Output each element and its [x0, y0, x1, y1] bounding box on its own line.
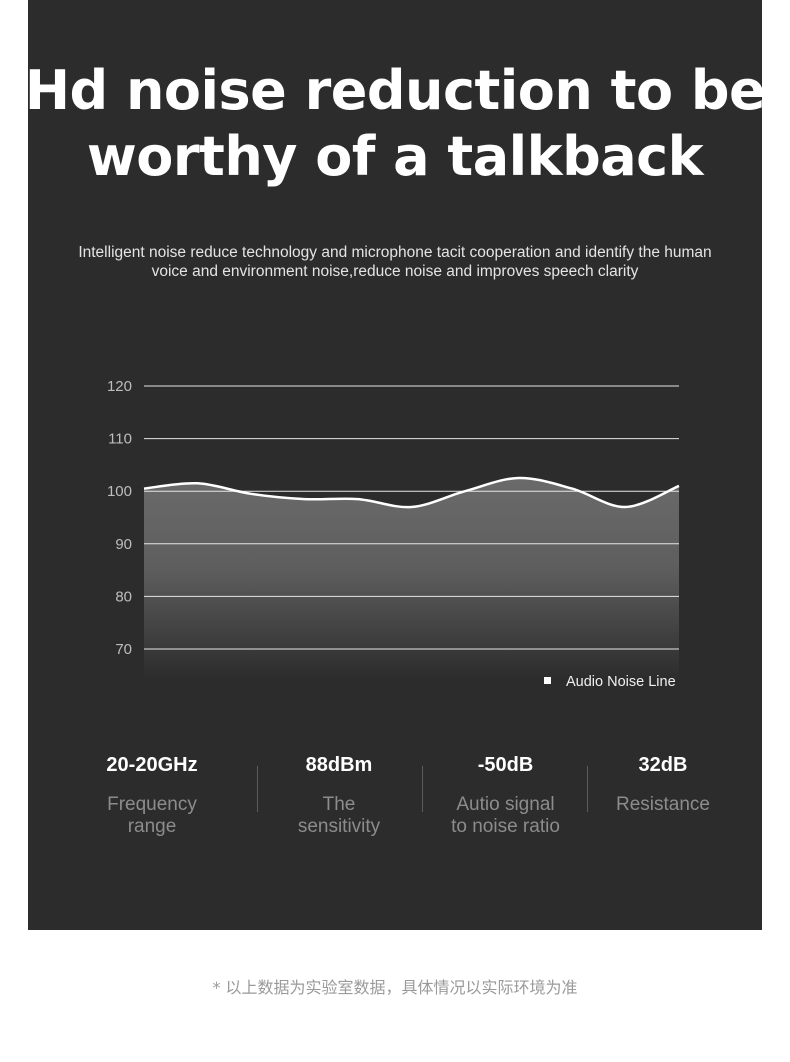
headline-line-1: Hd noise reduction to be — [24, 59, 766, 122]
y-tick-label: 110 — [108, 431, 132, 448]
spec-divider — [257, 766, 258, 812]
spec-value: 88dBm — [305, 754, 373, 776]
spec-label: Autio signal to noise ratio — [451, 794, 560, 837]
y-tick-label: 120 — [107, 378, 132, 395]
spec-frequency: 20-20GHz Frequency range — [72, 752, 232, 838]
spec-label: Resistance — [616, 794, 710, 815]
spec-label: The sensitivity — [297, 794, 381, 837]
spec-value: -50dB — [477, 754, 534, 776]
spec-value: 32dB — [638, 754, 688, 776]
spec-resistance: 32dB Resistance — [583, 752, 743, 816]
noise-chart: 120 110 100 90 80 70 Audio Noise Line — [107, 378, 680, 690]
spec-value: 20-20GHz — [106, 754, 198, 776]
subtitle: Intelligent noise reduce technology and … — [60, 243, 730, 281]
headline: Hd noise reduction to be worthy of a tal… — [0, 58, 790, 190]
y-tick-label: 70 — [115, 641, 132, 658]
spec-divider — [587, 766, 588, 812]
dark-panel — [28, 0, 762, 930]
y-tick-label: 100 — [107, 483, 132, 500]
headline-line-2: worthy of a talkback — [86, 125, 704, 188]
legend-swatch — [544, 677, 551, 684]
spec-divider — [422, 766, 423, 812]
audio-noise-line — [143, 476, 680, 509]
chart-area-fill — [144, 477, 679, 679]
spec-label: Frequency range — [107, 794, 197, 837]
footnote: * 以上数据为实验室数据，具体情况以实际环境为准 — [212, 978, 578, 997]
spec-sensitivity: 88dBm The sensitivity — [259, 752, 419, 838]
subtitle-line-1: Intelligent noise reduce technology and … — [78, 244, 712, 261]
spec-snr: -50dB Autio signal to noise ratio — [418, 752, 593, 838]
y-tick-label: 90 — [115, 536, 132, 553]
y-tick-label: 80 — [115, 588, 132, 605]
legend-label: Audio Noise Line — [566, 674, 676, 690]
subtitle-line-2: voice and environment noise,reduce noise… — [151, 263, 639, 280]
